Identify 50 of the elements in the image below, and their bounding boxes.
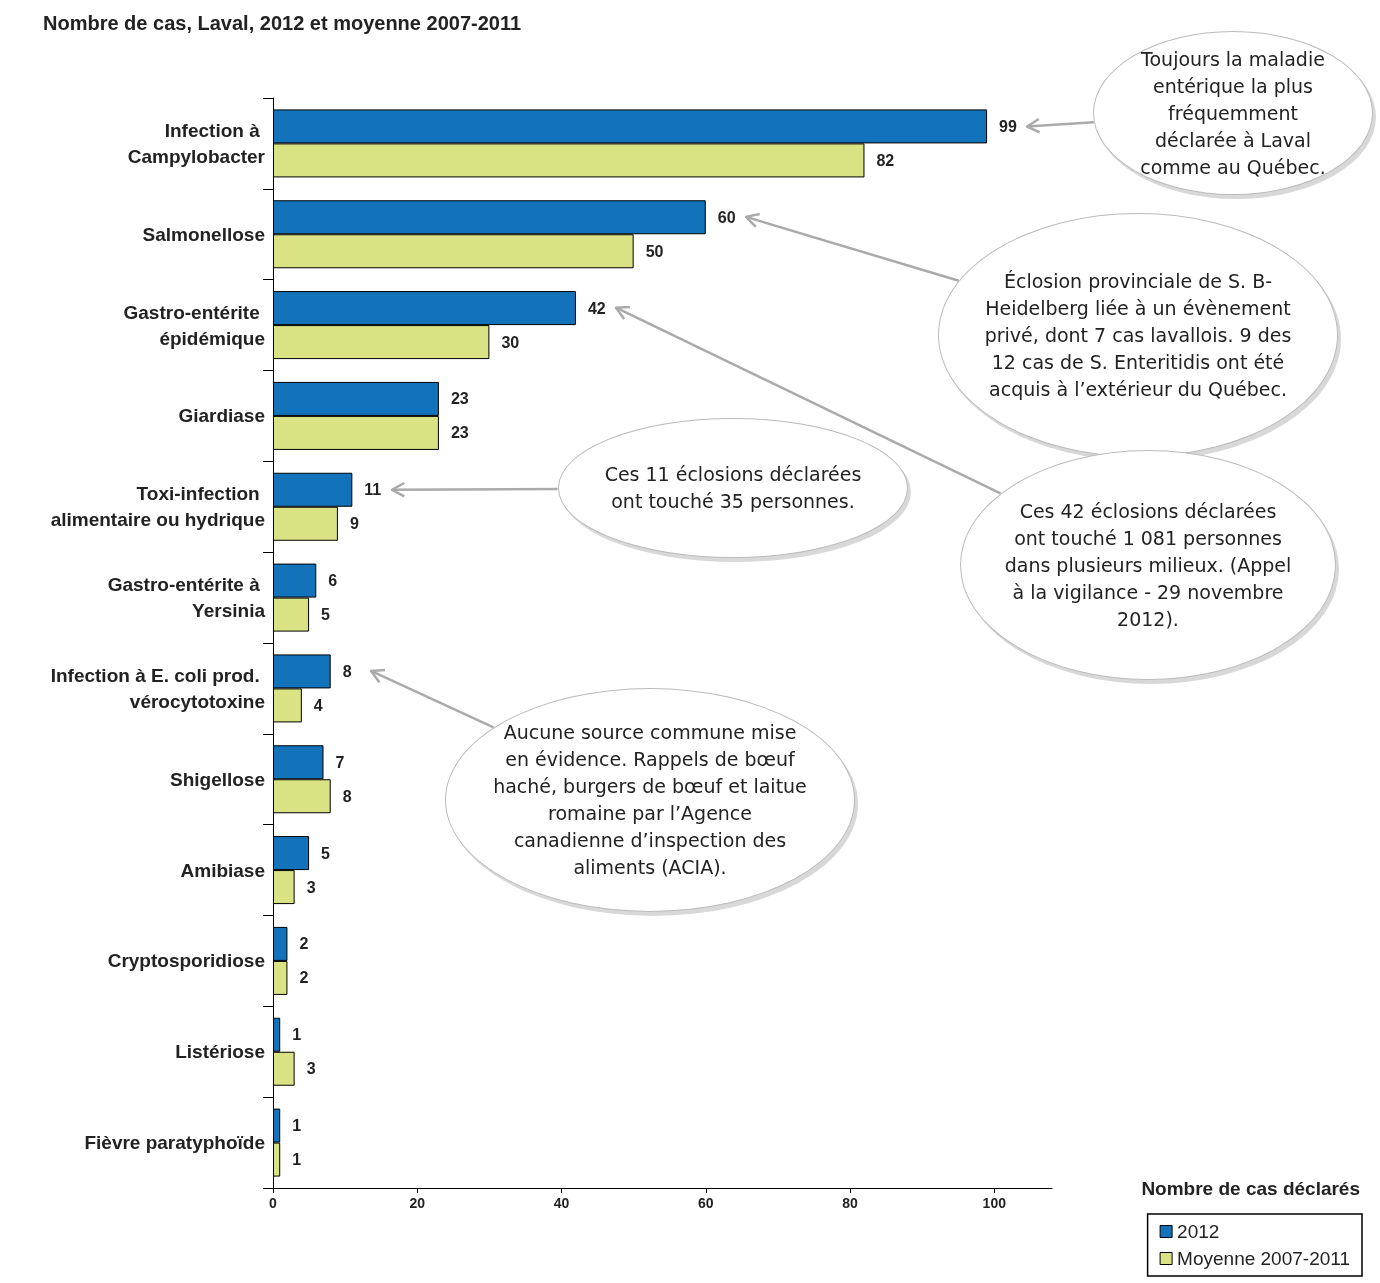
y-tick-label: Cryptosporidiose	[107, 950, 265, 972]
y-tick-label: Amibiase	[180, 859, 265, 881]
x-tick-label: 60	[697, 1195, 714, 1211]
data-label: 42	[587, 299, 606, 317]
legend-title: Nombre de cas déclarés	[1141, 1178, 1361, 1199]
data-label: 82	[876, 151, 895, 169]
data-label: 7	[335, 753, 345, 771]
data-label: 23	[450, 390, 469, 408]
data-label: 1	[292, 1026, 302, 1044]
data-label: 8	[342, 787, 352, 805]
y-tick-label: Infection à E. coli prod. vérocytotoxine	[50, 664, 265, 712]
chart-title: Nombre de cas, Laval, 2012 et moyenne 2007-2011	[43, 12, 522, 34]
y-tick-label: Salmonellose	[142, 223, 265, 245]
y-tick-label: Toxi-infection alimentaire ou hydrique	[50, 483, 265, 531]
data-label: 3	[306, 878, 316, 896]
data-label: 5	[321, 844, 331, 862]
y-tick-label: Gastro-entérite épidémique	[123, 301, 265, 349]
data-label: 4	[313, 696, 323, 714]
x-tick-label: 100	[982, 1195, 1007, 1211]
y-tick-label: Shigellose	[169, 768, 265, 790]
y-tick-label: Gastro-entérite à Yersinia	[107, 574, 266, 622]
data-label: 6	[328, 572, 338, 590]
x-tick-label: 40	[553, 1195, 570, 1211]
legend-label: 2012	[1177, 1221, 1220, 1242]
data-label: 23	[450, 424, 469, 442]
legend-label: Moyenne 2007-2011	[1177, 1248, 1351, 1269]
annotation: Aucune source commune mise en évidence. Rappels de bœuf haché, burgers de bœuf et laitue romaine par l’Agence canadienne d’inspection des aliments (ACIA).	[492, 720, 808, 880]
annotation: Éclosion provinciale de S. B-Heidelberg liée à un évènement privé, dont 7 cas lavallois. 9 des 12 cas de S. Enteritidis ont été acquis à l’extérieur du Québec.	[983, 268, 1293, 402]
data-label: 1	[292, 1117, 302, 1135]
y-tick-label: Infection à Campylobacter	[127, 119, 266, 167]
data-label: 99	[999, 117, 1017, 135]
data-label: 50	[645, 242, 664, 260]
y-tick-label: Fièvre paratyphoïde	[84, 1132, 265, 1154]
data-label: 9	[349, 515, 359, 533]
x-tick-label: 0	[269, 1195, 278, 1211]
annotation: Ces 42 éclosions déclarées ont touché 1 081 personnes dans plusieurs milieux. (Appel à la vigilance - 29 novembre 2012).	[1003, 498, 1293, 632]
data-label: 1	[292, 1151, 302, 1169]
y-tick-label: Giardiase	[178, 405, 265, 427]
data-label: 30	[501, 333, 520, 351]
x-tick-label: 80	[842, 1195, 859, 1211]
data-label: 8	[342, 662, 352, 680]
data-label: 3	[306, 1060, 316, 1078]
data-label: 11	[364, 481, 382, 499]
x-tick-label: 20	[409, 1195, 426, 1211]
y-tick-label: Listériose	[175, 1041, 265, 1063]
data-label: 60	[717, 208, 736, 226]
data-label: 5	[321, 606, 331, 624]
data-label: 2	[299, 969, 309, 987]
annotation: Ces 11 éclosions déclarées ont touché 35 personnes.	[603, 462, 863, 514]
data-label: 2	[299, 935, 309, 953]
